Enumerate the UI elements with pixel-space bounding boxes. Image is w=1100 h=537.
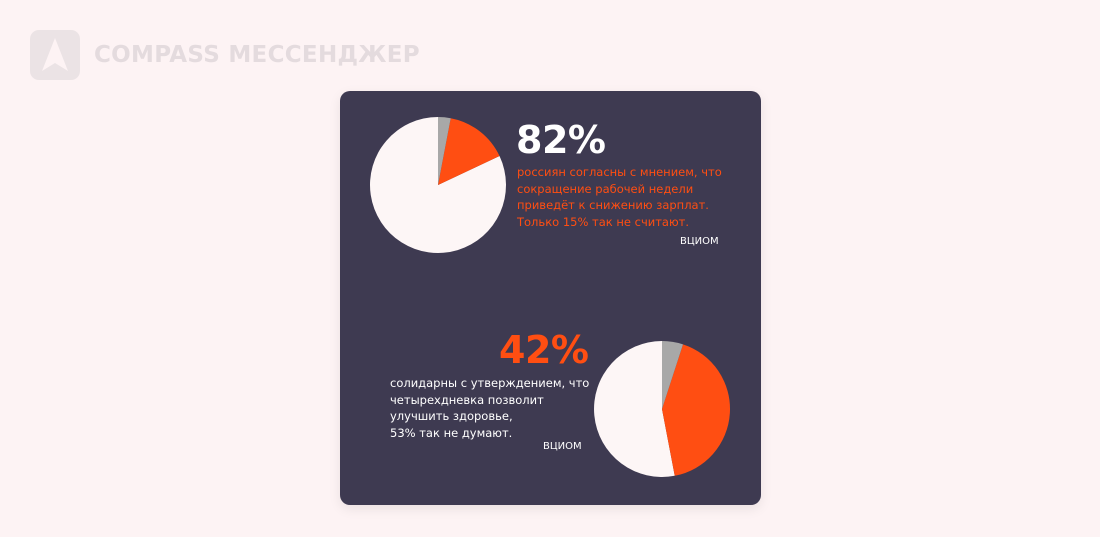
stat-caption-line: приведёт к снижению зарплат. <box>517 198 709 212</box>
stat-caption-line: Только 15% так не считают. <box>517 214 690 229</box>
undecided-slice <box>662 341 684 409</box>
stat-caption-line: солидарны с утверждением, что <box>390 376 590 390</box>
stat-caption-line: улучшить здоровье, <box>390 409 513 423</box>
stat-caption-line: сокращение рабочей недели <box>517 181 694 196</box>
stat-value: 42% <box>499 328 589 372</box>
infographic-card: 82% россиян согласны с мнением, что сокр… <box>340 91 761 505</box>
stat-caption: солидарны с утверждением, что четырехдне… <box>390 375 589 441</box>
stat-caption-line: четырехдневка позволит <box>390 392 544 407</box>
stat-caption: россиян согласны с мнением, что сокращен… <box>517 164 722 230</box>
stat-value: 82% <box>516 118 606 162</box>
brand: COMPASS МЕССЕНДЖЕР <box>30 30 420 80</box>
stat-caption-line: 53% так не думают. <box>390 425 513 440</box>
agree-slice <box>370 117 507 253</box>
brand-name: COMPASS МЕССЕНДЖЕР <box>94 42 420 68</box>
compass-logo-icon <box>30 30 80 80</box>
disagree-slice <box>662 344 731 476</box>
agree-slice <box>594 341 675 477</box>
pie-chart-82 <box>370 117 507 253</box>
stat-caption-line: россиян согласны с мнением, что <box>517 165 722 179</box>
stat-source: ВЦИОМ <box>680 236 719 247</box>
stat-source: ВЦИОМ <box>543 441 582 452</box>
undecided-slice <box>438 117 451 185</box>
disagree-slice <box>438 118 500 185</box>
pie-chart-42 <box>594 341 731 477</box>
